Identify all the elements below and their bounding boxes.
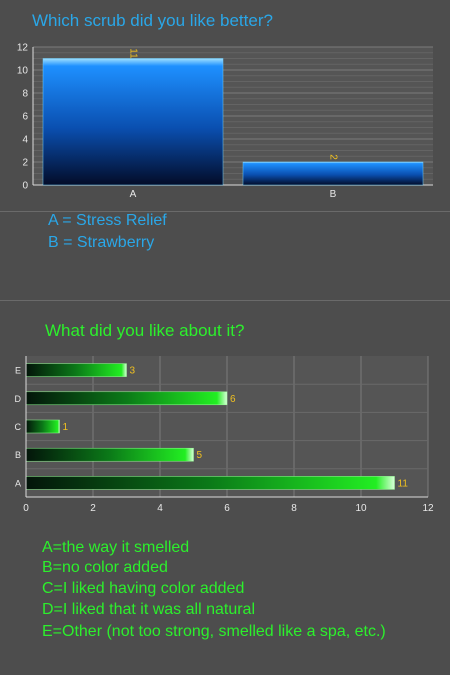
x-tick-label-B: B (330, 189, 337, 200)
y-tick-label: 8 (22, 89, 28, 100)
y-tick-label-C: C (15, 422, 22, 432)
chart-panel-scrub (0, 0, 450, 212)
y-tick-label-A: A (15, 478, 21, 488)
x-tick-label: 2 (90, 503, 96, 514)
bar-B (242, 161, 424, 186)
legend-likes-a: A=the way it smelled (42, 539, 190, 556)
bar-A (42, 58, 224, 186)
data-label-D: 6 (230, 394, 236, 405)
x-tick-label: 6 (224, 503, 230, 514)
data-label-A: 11 (398, 478, 409, 489)
x-tick-label: 4 (157, 503, 163, 514)
legend-likes-e: E=Other (not too strong, smelled like a … (42, 623, 386, 640)
legend-scrub-a: A = Stress Relief (48, 212, 167, 229)
bar-C (25, 419, 60, 434)
chart-title-scrub: Which scrub did you like better? (32, 11, 273, 30)
x-tick-label: 10 (355, 503, 367, 514)
y-tick-label: 12 (17, 43, 29, 54)
x-tick-label-A: A (130, 189, 137, 200)
y-tick-label: 0 (22, 181, 28, 192)
bar-E (25, 363, 127, 377)
y-tick-label: 6 (22, 112, 28, 123)
y-tick-label-E: E (15, 366, 21, 376)
y-tick-label-B: B (15, 450, 21, 460)
y-tick-label-D: D (15, 394, 22, 404)
bar-chart-scrub: 0 2 4 6 8 10 12 11 A 2 B (17, 43, 433, 200)
legend-scrub-b: B = Strawberry (48, 234, 155, 251)
bar-B (25, 447, 194, 462)
x-tick-label: 8 (291, 503, 297, 514)
y-tick-label: 10 (17, 66, 29, 77)
data-label-B: 5 (197, 450, 203, 461)
chart-title-likes: What did you like about it? (45, 321, 245, 340)
data-label-A: 11 (127, 48, 138, 59)
data-label-E: 3 (130, 366, 136, 377)
chart-panel-likes (0, 300, 450, 521)
x-tick-label: 0 (23, 503, 29, 514)
bar-chart-likes: 0 2 4 6 8 10 12 11 A 5 B 1 C 6 D 3 E (15, 356, 434, 514)
legend-likes-d: D=I liked that it was all natural (42, 601, 255, 618)
x-tick-label: 12 (422, 503, 434, 514)
bar-A (25, 476, 395, 490)
y-tick-label: 2 (22, 158, 28, 169)
legend-likes-b: B=no color added (42, 559, 168, 576)
legend-likes-c: C=I liked having color added (42, 580, 245, 597)
bar-D (25, 391, 228, 406)
data-label-C: 1 (63, 422, 69, 433)
y-tick-label: 4 (22, 135, 28, 146)
data-label-B: 2 (327, 154, 338, 160)
